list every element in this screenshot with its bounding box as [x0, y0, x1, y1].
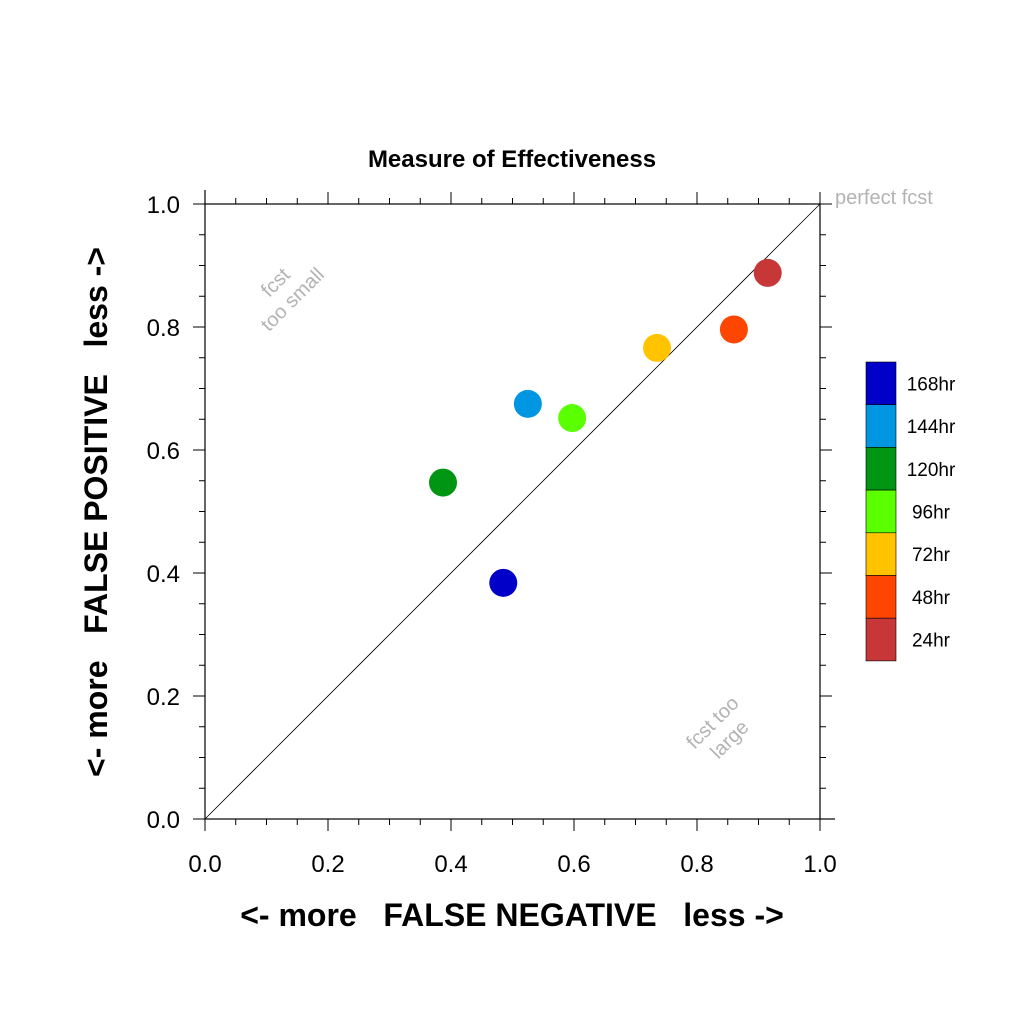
data-point-24hr — [753, 258, 782, 287]
x-tick-label: 1.0 — [803, 851, 836, 878]
perfect-forecast-line — [204, 203, 821, 820]
data-point-48hr — [719, 315, 748, 344]
axis-ticks — [193, 192, 832, 831]
chart-title: Measure of Effectiveness — [368, 146, 656, 173]
legend-swatch-144hr — [865, 404, 897, 448]
y-tick-label: 0.8 — [147, 315, 180, 342]
x-tick-label: 0.4 — [434, 851, 467, 878]
tick-labels: 0.0 0.2 0.4 0.6 0.8 1.0 0.0 0.2 0.4 0.6 0.8 1.0 — [147, 192, 837, 878]
annotation-fcst-too-small: fcst too small — [257, 264, 329, 336]
legend-swatch-72hr — [865, 532, 897, 576]
data-point-96hr — [558, 404, 587, 433]
y-tick-label: 0.2 — [147, 684, 180, 711]
annotation-fcst-too-large: fcst too large — [682, 692, 753, 763]
legend-label-96hr: 96hr — [912, 502, 951, 523]
x-tick-label: 0.2 — [311, 851, 344, 878]
x-tick-label: 0.0 — [188, 851, 221, 878]
y-tick-label: 0.6 — [147, 438, 180, 465]
data-point-72hr — [643, 333, 672, 362]
data-point-120hr — [429, 468, 458, 497]
legend-label-24hr: 24hr — [912, 631, 951, 652]
legend-label-168hr: 168hr — [907, 374, 956, 395]
x-axis-label: <- more FALSE NEGATIVE less -> — [240, 897, 784, 933]
legend: 168hr 144hr 120hr 96hr 72hr 48hr 24hr — [865, 361, 956, 662]
data-point-144hr — [513, 389, 542, 418]
legend-swatch-48hr — [865, 575, 897, 619]
data-point-168hr — [489, 568, 518, 597]
y-axis-label: <- more FALSE POSITIVE less -> — [78, 247, 114, 777]
legend-swatch-168hr — [865, 361, 897, 406]
data-points — [429, 258, 782, 597]
x-tick-label: 0.6 — [557, 851, 590, 878]
y-tick-label: 0.4 — [147, 561, 180, 588]
x-tick-label: 0.8 — [680, 851, 713, 878]
legend-swatch-120hr — [865, 447, 897, 491]
legend-label-120hr: 120hr — [907, 460, 956, 481]
legend-label-48hr: 48hr — [912, 588, 951, 609]
y-tick-label: 1.0 — [147, 192, 180, 219]
legend-swatch-96hr — [865, 489, 897, 534]
y-tick-label: 0.0 — [147, 807, 180, 834]
legend-swatch-24hr — [865, 617, 897, 662]
legend-label-144hr: 144hr — [907, 417, 956, 438]
annotation-perfect-fcst: perfect fcst — [835, 187, 933, 209]
legend-label-72hr: 72hr — [912, 545, 951, 566]
